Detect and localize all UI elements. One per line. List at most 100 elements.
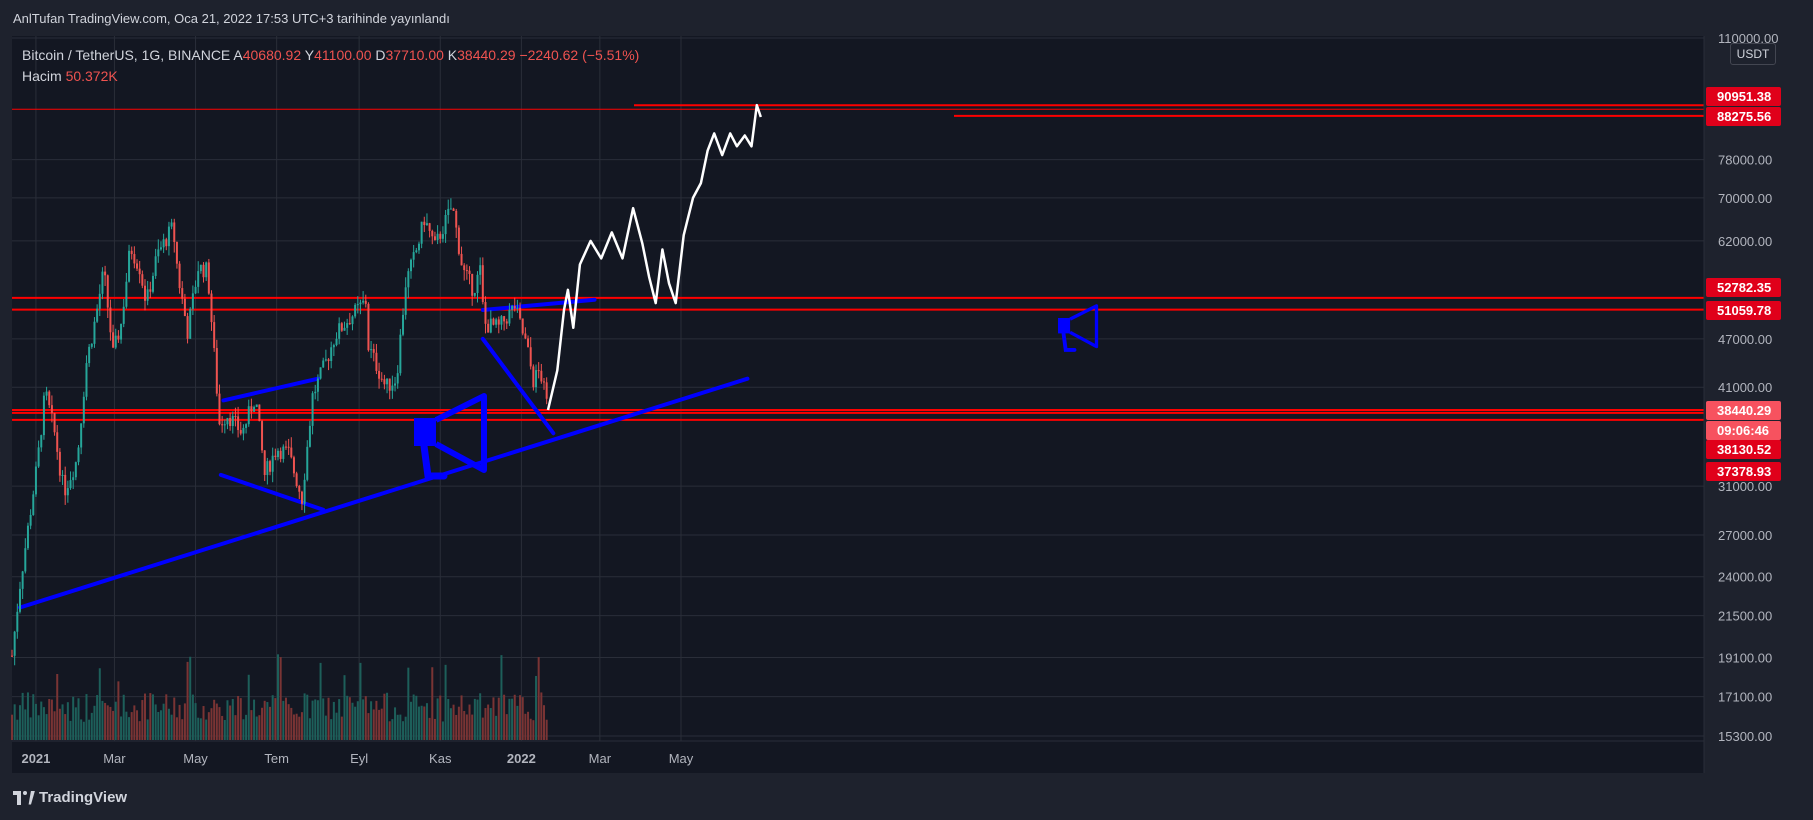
volume-bar	[306, 694, 309, 740]
candle-body	[354, 304, 357, 317]
volume-bar	[441, 721, 444, 740]
time-tick-label: Tem	[264, 751, 289, 766]
candle-body	[255, 404, 258, 407]
candle-body	[330, 347, 333, 362]
candle-body	[173, 222, 176, 243]
volume-bar	[484, 708, 487, 740]
candle-body	[383, 379, 386, 385]
volume-bar	[181, 719, 184, 740]
trendline	[17, 376, 750, 610]
price-label-text: 88275.56	[1717, 109, 1771, 124]
candle-body	[205, 262, 208, 278]
candle-body	[88, 346, 91, 364]
candle-body	[489, 318, 492, 333]
tradingview-logo[interactable]: TradingView	[13, 789, 127, 806]
megaphone-body	[1058, 318, 1071, 334]
price-tick-label: 15300.00	[1718, 729, 1772, 744]
price-axis[interactable]: 110000.00 78000.00 70000.00 62000.00 47000.0…	[1718, 31, 1779, 744]
candle-body	[386, 378, 389, 385]
candle-body	[308, 425, 311, 447]
candle-body	[199, 264, 202, 272]
volume-bar	[61, 704, 64, 740]
candle-body	[183, 298, 186, 317]
volume-bar	[96, 695, 99, 740]
low-label: D	[375, 47, 386, 63]
volume-bar	[529, 718, 532, 740]
candle-body	[394, 383, 397, 386]
candle-body	[82, 396, 85, 424]
volume-bar	[255, 716, 258, 740]
volume-bar	[149, 693, 152, 740]
volume-bar	[412, 694, 415, 740]
time-axis[interactable]: 2021 Mar May Tem Eyl Kas 2022 Mar May	[21, 751, 693, 766]
candle-body	[269, 461, 272, 472]
volume-bar	[399, 714, 402, 740]
candle-body	[210, 293, 213, 323]
candle-body	[253, 406, 256, 412]
volume-bar	[247, 674, 250, 740]
volume-bar	[537, 657, 540, 740]
volume-bar	[308, 718, 311, 740]
symbol-name[interactable]: Bitcoin / TetherUS, 1G, BINANCE	[22, 47, 231, 63]
megaphone-handle	[1061, 331, 1077, 352]
price-label-text: 37378.93	[1717, 464, 1771, 479]
trendlines[interactable]	[17, 297, 750, 610]
price-tick-label: 21500.00	[1718, 609, 1772, 624]
volume-bar	[370, 701, 373, 740]
candle-body	[439, 233, 442, 239]
volume-bar	[452, 704, 455, 740]
megaphone-icon	[414, 393, 487, 480]
time-tick-label: May	[669, 751, 694, 766]
horizontal-levels[interactable]	[12, 104, 1704, 421]
volume-bar	[221, 715, 224, 740]
price-chart[interactable]: 110000.00 78000.00 70000.00 62000.00 47000.0…	[0, 0, 1813, 780]
candle-body	[215, 348, 218, 394]
candle-body	[234, 416, 237, 418]
candle-body	[141, 274, 144, 286]
candle-body	[58, 451, 61, 476]
candle-body	[64, 474, 67, 496]
volume-bar	[410, 701, 412, 740]
volume-bar	[500, 655, 503, 740]
time-tick-label: Mar	[103, 751, 126, 766]
volume-bar	[425, 703, 428, 740]
candlesticks	[11, 198, 548, 666]
volume-bar	[213, 699, 216, 740]
volume-bar	[245, 714, 248, 740]
volume-bar	[151, 694, 154, 740]
candle-body	[263, 450, 266, 475]
candle-body	[391, 385, 394, 391]
volume-bar	[386, 692, 389, 740]
volume-bar	[120, 716, 123, 740]
megaphone-drawings[interactable]	[414, 304, 1099, 480]
price-label-box	[1706, 107, 1781, 126]
candle-body	[473, 292, 476, 296]
open-value: 40680.92	[242, 47, 302, 63]
candle-body	[122, 306, 125, 324]
candle-body	[292, 457, 295, 474]
volume-bar	[88, 719, 91, 740]
candle-body	[170, 222, 173, 227]
candle-body	[186, 316, 189, 339]
candle-body	[16, 611, 19, 632]
candle-body	[468, 270, 471, 274]
volume-bar	[527, 711, 530, 740]
volume-bar	[351, 702, 354, 740]
volume-bar	[489, 708, 492, 740]
volume-bar	[175, 717, 178, 740]
candle-body	[213, 322, 216, 349]
currency-badge[interactable]: USDT	[1730, 43, 1776, 65]
volume-bar	[72, 696, 75, 740]
candle-body	[505, 321, 508, 324]
candle-body	[495, 319, 498, 325]
projection-line[interactable]	[546, 103, 762, 411]
volume-legend: Hacim 50.372K	[22, 67, 639, 86]
candle-body	[529, 347, 532, 367]
price-label-box	[1706, 462, 1781, 481]
volume-bar	[295, 713, 298, 740]
volume-bar	[497, 697, 500, 740]
megaphone-icon	[1058, 304, 1099, 352]
candle-body	[109, 307, 112, 333]
candle-body	[314, 391, 317, 394]
volume-bar	[545, 719, 548, 740]
